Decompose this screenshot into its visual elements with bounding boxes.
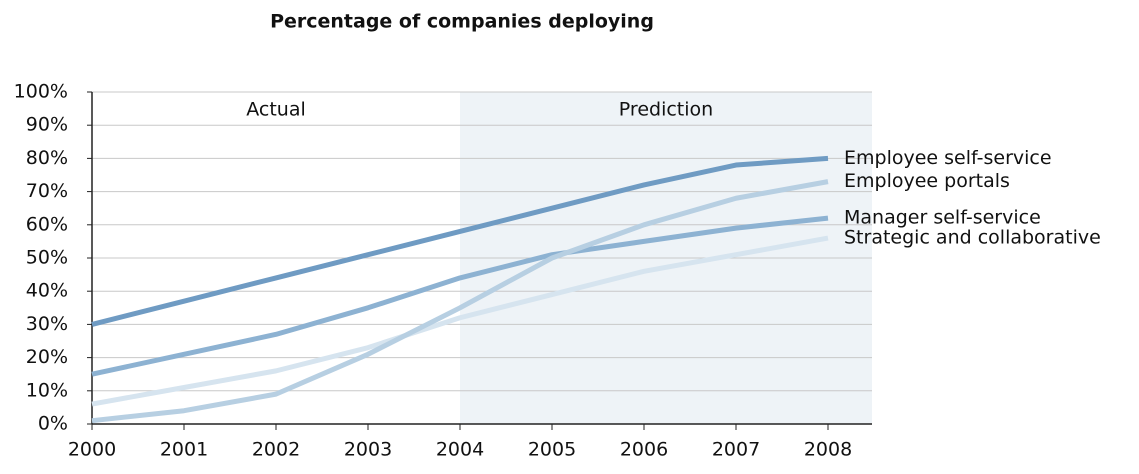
y-tick-label: 100% bbox=[14, 81, 68, 103]
x-tick-label: 2001 bbox=[160, 439, 208, 461]
x-tick-label: 2006 bbox=[620, 439, 668, 461]
series-line bbox=[91, 215, 829, 377]
y-tick-label: 10% bbox=[26, 379, 68, 401]
x-tick-label: 2003 bbox=[344, 439, 392, 461]
series-line bbox=[91, 179, 829, 424]
x-tick-label: 2007 bbox=[712, 439, 760, 461]
x-tick-label: 2004 bbox=[436, 439, 484, 461]
series-label: Manager self-service bbox=[844, 207, 1041, 229]
y-tick-label: 70% bbox=[26, 180, 68, 202]
series-line bbox=[91, 235, 829, 407]
series-label: Strategic and collaborative bbox=[844, 227, 1101, 249]
y-tick-label: 20% bbox=[26, 346, 68, 368]
x-tick-label: 2005 bbox=[528, 439, 576, 461]
chart-title: Percentage of companies deploying bbox=[270, 11, 654, 33]
y-tick-label: 50% bbox=[26, 247, 68, 269]
region-label: Actual bbox=[246, 99, 306, 121]
x-tick-label: 2000 bbox=[68, 439, 116, 461]
y-tick-label: 40% bbox=[26, 280, 68, 302]
y-tick-label: 90% bbox=[26, 114, 68, 136]
x-tick-label: 2002 bbox=[252, 439, 300, 461]
series-label: Employee self-service bbox=[844, 147, 1052, 169]
region-label: Prediction bbox=[619, 99, 713, 121]
x-tick-label: 2008 bbox=[804, 439, 852, 461]
y-tick-label: 30% bbox=[26, 313, 68, 335]
y-tick-label: 80% bbox=[26, 147, 68, 169]
series-line bbox=[91, 155, 829, 327]
y-tick-label: 0% bbox=[38, 413, 68, 435]
y-tick-label: 60% bbox=[26, 213, 68, 235]
series-label: Employee portals bbox=[844, 170, 1010, 192]
